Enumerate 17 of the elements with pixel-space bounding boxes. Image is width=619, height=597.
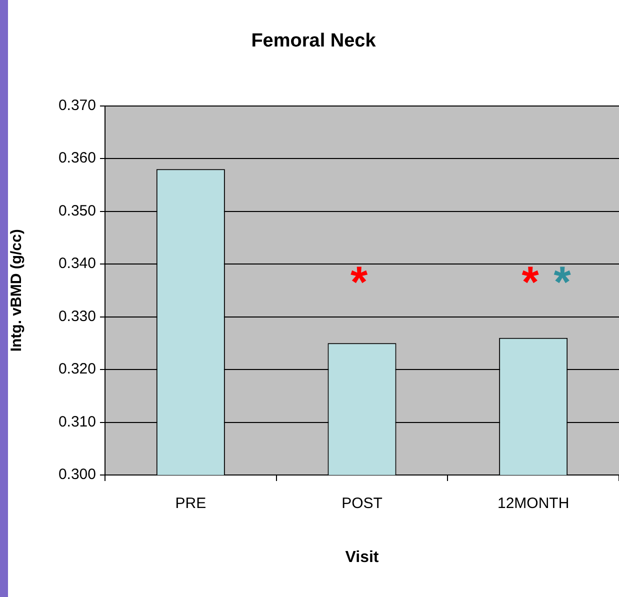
x-axis-title: Visit (345, 548, 380, 566)
annotation: * (554, 258, 572, 307)
x-tick-label: 12MONTH (497, 495, 570, 512)
y-tick-label: 0.350 (58, 202, 96, 220)
x-tick-label: PRE (175, 495, 206, 512)
annotation: * (350, 258, 368, 307)
y-tick-label: 0.300 (58, 466, 96, 484)
y-tick-label: 0.330 (58, 308, 96, 325)
y-tick-label: 0.320 (58, 360, 96, 378)
y-tick-label: 0.360 (58, 150, 96, 167)
y-tick-label: 0.310 (58, 413, 96, 430)
chart-title: Femoral Neck (251, 30, 376, 52)
annotation: * (522, 258, 540, 307)
y-tick-label: 0.370 (58, 96, 96, 114)
y-tick-label: 0.340 (58, 255, 96, 272)
x-tick-label: POST (342, 495, 382, 512)
y-axis-title: Intg. vBMD (g/cc) (8, 229, 26, 352)
